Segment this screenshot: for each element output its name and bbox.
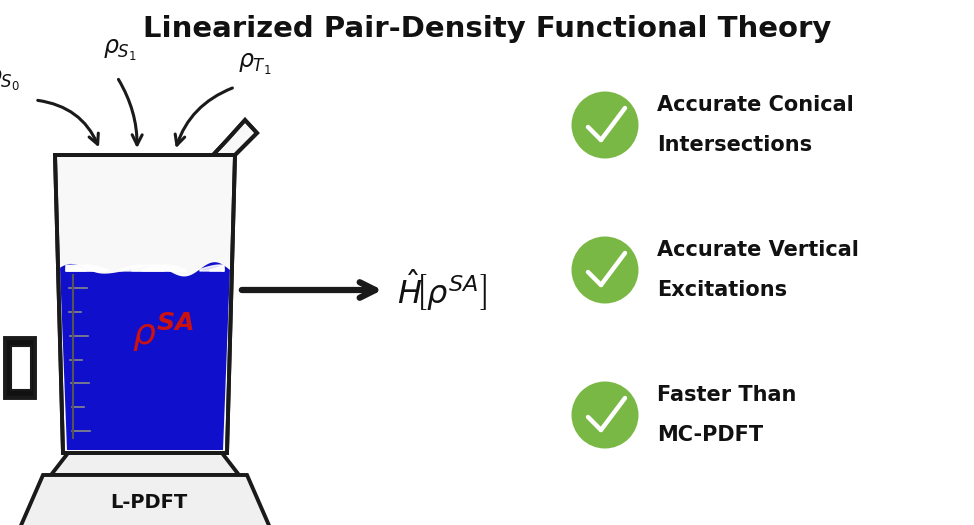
Circle shape: [572, 382, 639, 448]
Text: Accurate Conical: Accurate Conical: [657, 95, 854, 115]
Text: MC-PDFT: MC-PDFT: [657, 425, 763, 445]
Text: Excitations: Excitations: [657, 280, 787, 300]
Text: Linearized Pair-Density Functional Theory: Linearized Pair-Density Functional Theor…: [143, 15, 831, 43]
Text: $\rho_{T_1}$: $\rho_{T_1}$: [239, 52, 272, 77]
Polygon shape: [213, 120, 257, 155]
Text: $\hat{H}\!\left[\rho^{\mathregular{SA}}\right]$: $\hat{H}\!\left[\rho^{\mathregular{SA}}\…: [397, 267, 487, 313]
Text: Intersections: Intersections: [657, 135, 812, 155]
Text: $\rho_{S_0}$: $\rho_{S_0}$: [0, 68, 20, 93]
Text: Accurate Vertical: Accurate Vertical: [657, 240, 859, 260]
Polygon shape: [60, 262, 230, 450]
Text: $\rho_{S_1}$: $\rho_{S_1}$: [103, 38, 137, 63]
Polygon shape: [55, 155, 235, 453]
Circle shape: [572, 236, 639, 303]
FancyBboxPatch shape: [11, 346, 31, 390]
Polygon shape: [19, 475, 271, 525]
FancyBboxPatch shape: [5, 338, 35, 398]
Circle shape: [572, 91, 639, 159]
Text: Faster Than: Faster Than: [657, 385, 797, 405]
Text: $\rho^{\mathregular{SA}}$: $\rho^{\mathregular{SA}}$: [131, 310, 194, 354]
Polygon shape: [51, 453, 239, 475]
Text: L-PDFT: L-PDFT: [110, 492, 187, 511]
